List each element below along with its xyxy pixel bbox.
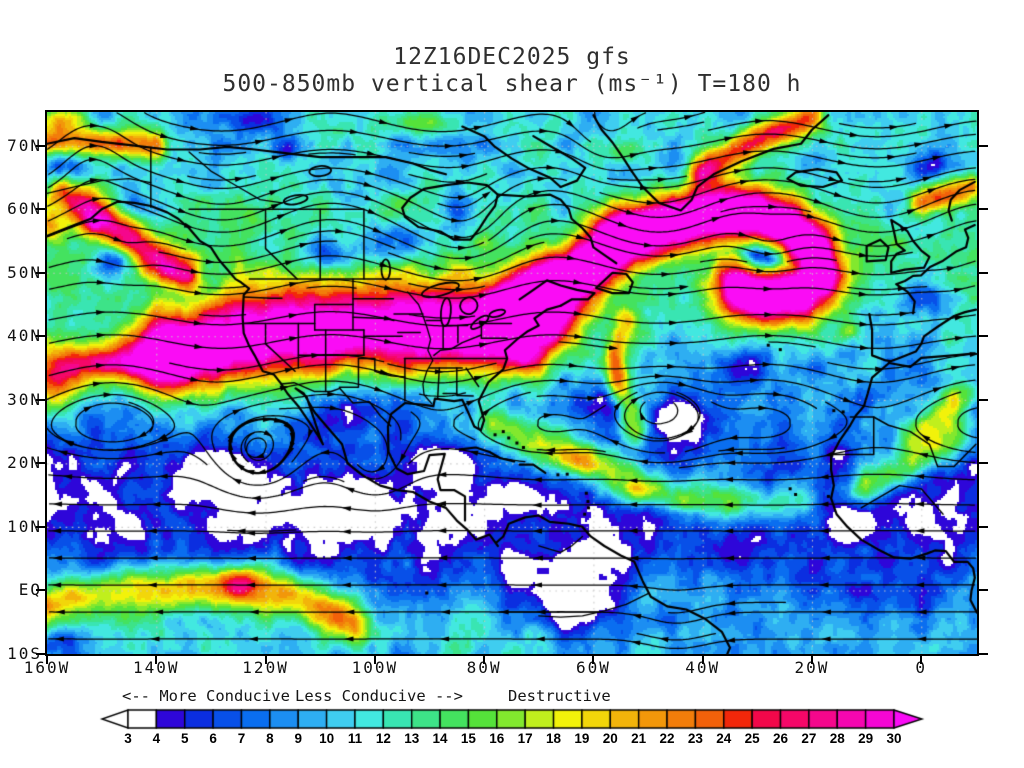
legend-destructive: Destructive [508,687,611,705]
lat-tick [36,335,45,338]
colorbar-tick-28: 28 [829,731,845,746]
lon-tick [155,656,158,664]
lon-label-20W: 20W [794,658,830,677]
colorbar-tick-16: 16 [489,731,505,746]
colorbar-tick-13: 13 [404,731,420,746]
lon-label-100W: 100W [351,658,399,677]
colorbar-tick-23: 23 [687,731,703,746]
lon-label-40W: 40W [685,658,721,677]
colorbar-tick-18: 18 [546,731,562,746]
lat-tick [36,462,45,465]
lat-tick [979,462,988,465]
colorbar-tick-20: 20 [602,731,618,746]
lat-tick [979,271,988,274]
lat-tick [979,653,988,655]
lat-tick [36,208,45,211]
lon-tick [920,656,923,664]
lat-tick [36,653,45,655]
colorbar-tick-3: 3 [124,731,132,746]
lat-tick [979,398,988,401]
lat-tick [36,398,45,401]
lon-label-140W: 140W [133,658,180,677]
lat-tick [36,271,45,274]
colorbar-tick-30: 30 [886,731,902,746]
lon-tick [810,656,813,664]
lon-tick [483,656,486,664]
colorbar-tick-17: 17 [517,731,533,746]
lat-tick [36,525,45,528]
colorbar-canvas [95,706,945,732]
lat-label-50N: 50N [7,262,42,282]
lon-tick [701,656,704,664]
colorbar-tick-8: 8 [266,731,274,746]
lon-label-160W: 160W [23,658,71,677]
lat-label-40N: 40N [7,326,42,346]
lon-tick [592,656,595,664]
lon-label-80W: 80W [466,658,502,677]
colorbar-tick-6: 6 [209,731,217,746]
colorbar-tick-19: 19 [574,731,590,746]
colorbar-tick-9: 9 [294,731,302,746]
colorbar-tick-11: 11 [347,731,363,746]
lat-tick [979,525,988,528]
lat-label-10N: 10N [7,516,42,536]
lon-tick [264,656,267,664]
lat-tick [979,208,988,211]
colorbar-tick-29: 29 [858,731,874,746]
shear-map-canvas [45,110,979,656]
lat-tick [979,144,988,147]
colorbar-tick-7: 7 [237,731,246,746]
lat-tick [979,589,988,592]
chart-subtitle: 500-850mb vertical shear (ms⁻¹) T=180 h [222,71,802,97]
lon-label-60W: 60W [575,658,611,677]
lat-label-EQ: EQ [18,580,42,600]
chart-title: 12Z16DEC2025 gfs [393,44,631,70]
colorbar-tick-10: 10 [319,731,335,746]
lon-tick [373,656,376,664]
lon-tick [46,656,48,664]
colorbar-tick-14: 14 [432,731,448,746]
legend-more-conducive: <-- More Conducive [122,687,290,705]
lat-label-10S: 10S [7,644,42,663]
colorbar-tick-21: 21 [631,731,647,746]
lat-label-20N: 20N [7,453,42,473]
lat-label-70N: 70N [7,135,42,155]
legend-less-conducive: Less Conducive --> [295,687,463,705]
colorbar-tick-24: 24 [716,731,732,746]
colorbar-tick-27: 27 [801,731,817,746]
colorbar-tick-4: 4 [152,731,161,746]
lat-label-60N: 60N [7,199,42,219]
colorbar-tick-26: 26 [773,731,789,746]
lat-tick [979,335,988,338]
colorbar-tick-5: 5 [180,731,189,746]
lon-label-0: 0 [915,658,928,677]
lat-label-30N: 30N [7,389,42,409]
colorbar-tick-22: 22 [659,731,675,746]
lon-label-120W: 120W [242,658,289,677]
lat-tick [36,144,45,147]
colorbar-tick-15: 15 [460,731,476,746]
colorbar-tick-12: 12 [375,731,391,746]
lat-tick [36,589,45,592]
colorbar-tick-25: 25 [744,731,760,746]
